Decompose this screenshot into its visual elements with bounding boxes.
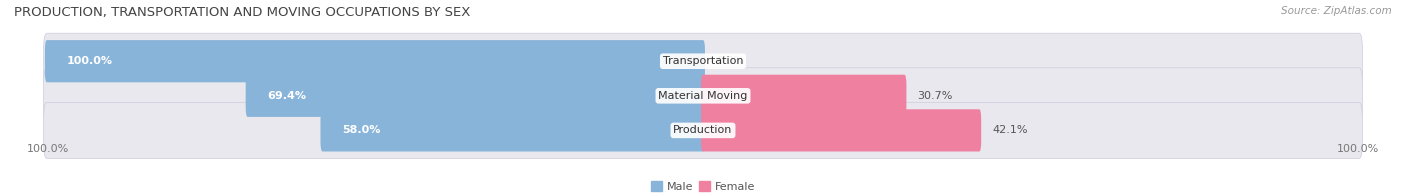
Legend: Male, Female: Male, Female: [651, 181, 755, 192]
FancyBboxPatch shape: [321, 109, 704, 152]
Text: 42.1%: 42.1%: [993, 125, 1028, 135]
Text: 100.0%: 100.0%: [27, 144, 69, 154]
FancyBboxPatch shape: [44, 33, 1362, 89]
FancyBboxPatch shape: [44, 102, 1362, 158]
Text: Material Moving: Material Moving: [658, 91, 748, 101]
Text: 69.4%: 69.4%: [267, 91, 307, 101]
Text: 100.0%: 100.0%: [1337, 144, 1379, 154]
FancyBboxPatch shape: [246, 75, 704, 117]
Text: 0.0%: 0.0%: [716, 56, 744, 66]
Text: Source: ZipAtlas.com: Source: ZipAtlas.com: [1281, 6, 1392, 16]
Text: 30.7%: 30.7%: [918, 91, 953, 101]
Text: Transportation: Transportation: [662, 56, 744, 66]
FancyBboxPatch shape: [702, 109, 981, 152]
FancyBboxPatch shape: [45, 40, 704, 82]
Text: Production: Production: [673, 125, 733, 135]
Text: 58.0%: 58.0%: [342, 125, 381, 135]
FancyBboxPatch shape: [702, 75, 907, 117]
Text: PRODUCTION, TRANSPORTATION AND MOVING OCCUPATIONS BY SEX: PRODUCTION, TRANSPORTATION AND MOVING OC…: [14, 6, 471, 19]
FancyBboxPatch shape: [44, 68, 1362, 124]
Text: 100.0%: 100.0%: [66, 56, 112, 66]
